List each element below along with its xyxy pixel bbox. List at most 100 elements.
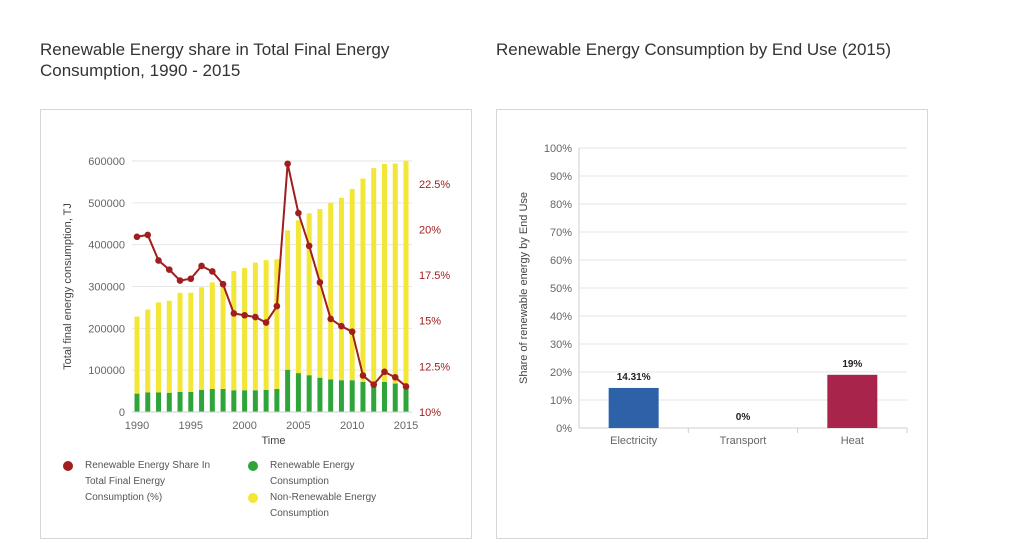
bar-renewable <box>392 383 398 412</box>
legend-marker-non-renewable <box>248 493 258 503</box>
y-tick-label: 50% <box>550 283 572 295</box>
y-tick-label: 40% <box>550 311 572 323</box>
x-tick-label: Electricity <box>610 435 658 447</box>
y-tick-label: 20% <box>550 367 572 379</box>
bar-non-renewable <box>285 230 291 370</box>
legend-item-renewable[interactable]: Renewable Energy Consumption <box>248 458 418 490</box>
legend-label-share: Renewable Energy Share In Total Final En… <box>85 460 211 503</box>
y2-tick-label: 17.5% <box>419 270 450 282</box>
y-tick-label: 600000 <box>88 156 125 168</box>
bar-renewable <box>209 388 215 412</box>
share-point <box>381 368 388 376</box>
bar-non-renewable <box>177 292 183 392</box>
share-point <box>338 322 345 330</box>
bar-renewable <box>177 391 183 412</box>
y-tick-label: 70% <box>550 227 572 239</box>
bar-renewable <box>166 392 172 412</box>
y-tick-label: 300000 <box>88 282 125 294</box>
bar-renewable <box>295 373 301 412</box>
bar-non-renewable <box>360 178 366 382</box>
share-point <box>273 302 281 310</box>
bar-renewable <box>328 379 334 412</box>
share-point <box>230 310 238 317</box>
share-point <box>252 313 259 321</box>
share-point <box>370 381 378 388</box>
bar-non-renewable <box>274 259 280 389</box>
bar-non-renewable <box>306 213 312 376</box>
left-chart-panel: 0 100000 200000 300000 400000 500000 600000 10%… <box>40 109 472 539</box>
y-tick-label: 200000 <box>88 323 125 335</box>
share-point <box>187 275 195 283</box>
bar-renewable <box>188 391 194 412</box>
bar-electricity <box>608 387 659 428</box>
bar-renewable <box>349 380 355 412</box>
bar-renewable <box>317 377 323 412</box>
x-tick-label: 1990 <box>125 420 149 432</box>
bar-non-renewable <box>328 202 334 380</box>
bar-non-renewable <box>231 271 237 391</box>
bar-renewable <box>134 393 140 412</box>
share-point <box>133 233 141 241</box>
share-point <box>295 209 302 217</box>
y-tick-label: 30% <box>550 339 572 351</box>
bar-renewable <box>371 384 377 412</box>
share-point <box>144 231 152 239</box>
bar-renewable <box>145 392 151 412</box>
y2-tick-label: 12.5% <box>419 361 450 373</box>
y-tick-label: 0% <box>556 423 572 435</box>
x-axis-title: Time <box>261 435 285 447</box>
legend-label-non-renewable: Non-Renewable Energy Consumption <box>270 492 377 519</box>
data-label: 19% <box>842 359 862 370</box>
bar-heat <box>827 374 878 428</box>
bar-non-renewable <box>295 220 301 374</box>
bar-renewable <box>360 381 366 412</box>
y-tick-label: 60% <box>550 255 572 267</box>
share-point <box>327 315 334 323</box>
share-point <box>176 277 184 284</box>
share-point <box>305 242 313 250</box>
legend-marker-renewable <box>248 461 258 471</box>
bar-non-renewable <box>166 300 172 393</box>
y-tick-label: 100000 <box>88 365 125 377</box>
bar-non-renewable <box>381 163 387 382</box>
bar-non-renewable <box>199 287 205 390</box>
x-tick-label: 2005 <box>286 420 310 432</box>
bar-non-renewable <box>242 268 248 391</box>
share-point <box>316 279 324 286</box>
share-point <box>209 268 216 275</box>
share-point <box>262 319 270 326</box>
legend-marker-share <box>63 461 73 471</box>
bar-non-renewable <box>134 316 140 394</box>
bar-non-renewable <box>156 302 162 393</box>
share-point <box>198 262 205 270</box>
x-tick-label: 2010 <box>340 420 364 432</box>
y2-tick-label: 15% <box>419 316 441 328</box>
legend-label-renewable: Renewable Energy Consumption <box>270 460 355 487</box>
y-axis-title: Share of renewable energy by End Use <box>518 192 530 384</box>
bar-non-renewable <box>349 189 355 381</box>
right-chart-svg: 0% 10% 20% 30% 40% 50% 60% 70% 80% 90% 100% 14.31% E… <box>518 143 908 447</box>
bar-renewable <box>220 388 226 412</box>
bar-renewable <box>381 381 387 412</box>
y-axis-title: Total final energy consumption, TJ <box>62 203 74 370</box>
bar-non-renewable <box>403 160 409 387</box>
share-point <box>284 160 291 168</box>
bar-renewable <box>263 389 269 412</box>
y-tick-label: 0 <box>119 407 125 419</box>
share-point <box>155 257 162 264</box>
share-line <box>136 163 407 388</box>
y-tick-label: 500000 <box>88 198 125 210</box>
bar-non-renewable <box>188 292 194 392</box>
bar-non-renewable <box>252 262 258 391</box>
share-point <box>348 328 356 335</box>
y-tick-label: 100% <box>544 143 572 155</box>
bar-renewable <box>231 390 237 412</box>
share-point <box>359 372 367 379</box>
bar-non-renewable <box>317 209 323 378</box>
y-tick-label: 10% <box>550 395 572 407</box>
y-tick-label: 80% <box>550 199 572 211</box>
legend-item-share[interactable]: Renewable Energy Share In Total Final En… <box>63 458 233 506</box>
bar-non-renewable <box>371 168 377 385</box>
legend-item-non-renewable[interactable]: Non-Renewable Energy Consumption <box>248 490 418 522</box>
share-point <box>165 266 173 273</box>
